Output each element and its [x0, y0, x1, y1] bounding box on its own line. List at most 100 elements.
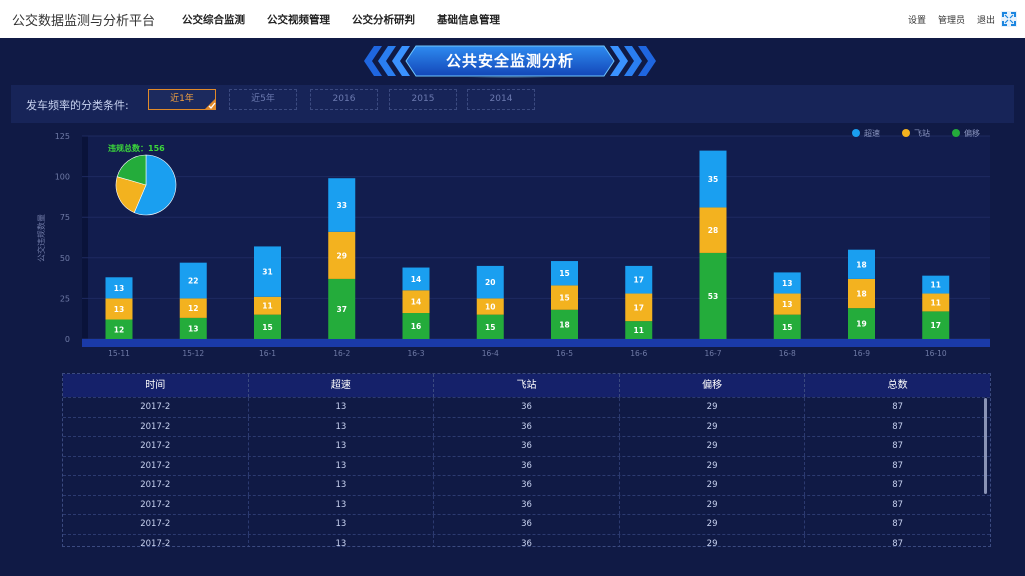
table-cell: 87 [805, 496, 990, 515]
table-cell: 2017-2 [63, 437, 249, 456]
table-cell: 2017-2 [63, 535, 249, 548]
logout-link[interactable]: 退出 [977, 13, 995, 26]
table-cell: 2017-2 [63, 496, 249, 515]
app-title: 公交数据监测与分析平台 [12, 10, 182, 29]
admin-link[interactable]: 管理员 [938, 13, 965, 26]
table-cell: 2017-2 [63, 398, 249, 417]
bar-value-label: 15 [782, 323, 792, 332]
table-cell: 87 [805, 515, 990, 534]
bar-value-label: 18 [856, 260, 866, 269]
nav-comprehensive-monitoring[interactable]: 公交综合监测 [182, 12, 245, 27]
table-row[interactable]: 2017-2 13 36 29 87 [63, 417, 990, 437]
bar-value-label: 15 [559, 294, 569, 303]
bar-value-label: 20 [485, 278, 495, 287]
table-cell: 13 [249, 398, 435, 417]
table-cell: 13 [249, 535, 435, 548]
bar-value-label: 16 [411, 322, 421, 331]
legend-dot [902, 129, 910, 137]
y-axis-title: 公交违规数量 [36, 214, 46, 262]
x-tick-label: 16-10 [925, 349, 947, 358]
bar-value-label: 35 [708, 175, 718, 184]
table-scrollbar[interactable] [984, 398, 987, 494]
bar-value-label: 17 [931, 321, 941, 330]
settings-link[interactable]: 设置 [908, 13, 926, 26]
bar-value-label: 28 [708, 226, 718, 235]
table-row[interactable]: 2017-2 13 36 29 87 [63, 514, 990, 534]
bar-value-label: 15 [262, 323, 272, 332]
x-tick-label: 16-1 [259, 349, 276, 358]
table-cell: 36 [434, 418, 620, 437]
bar-value-label: 13 [782, 300, 792, 309]
x-tick-label: 15-12 [182, 349, 204, 358]
table-cell: 87 [805, 457, 990, 476]
table-row[interactable]: 2017-2 13 36 29 87 [63, 534, 990, 548]
y-tick-label: 0 [65, 335, 70, 344]
col-deviation: 偏移 [620, 374, 806, 397]
table-row[interactable]: 2017-2 13 36 29 87 [63, 495, 990, 515]
header-actions: 设置 管理员 退出 [896, 0, 1017, 38]
bar-value-label: 11 [634, 326, 644, 335]
filter-bar: 发车频率的分类条件: 近1年 近5年 2016 2015 2014 [11, 85, 1014, 123]
filter-option-2014[interactable]: 2014 [467, 89, 535, 110]
y-tick-label: 50 [60, 254, 70, 263]
bar-value-label: 31 [262, 268, 272, 277]
x-tick-label: 16-8 [779, 349, 796, 358]
table-cell: 2017-2 [63, 476, 249, 495]
filter-option-2016[interactable]: 2016 [310, 89, 378, 110]
y-tick-label: 100 [55, 173, 70, 182]
bar-value-label: 19 [856, 320, 866, 329]
x-tick-label: 16-2 [333, 349, 350, 358]
filter-option-label: 近1年 [170, 94, 194, 104]
bar-value-label: 13 [114, 284, 124, 293]
table-cell: 13 [249, 496, 435, 515]
main-nav: 公交综合监测 公交视频管理 公交分析研判 基础信息管理 [182, 12, 522, 27]
bar-value-label: 18 [856, 290, 866, 299]
x-tick-label: 16-3 [407, 349, 424, 358]
table-cell: 13 [249, 418, 435, 437]
col-speeding: 超速 [249, 374, 435, 397]
banner-title: 公共安全监测分析 [364, 44, 656, 78]
table-cell: 29 [620, 515, 806, 534]
table-row[interactable]: 2017-2 13 36 29 87 [63, 475, 990, 495]
nav-video-management[interactable]: 公交视频管理 [267, 12, 330, 27]
bar-value-label: 14 [411, 275, 421, 284]
legend-label: 超速 [864, 128, 880, 138]
table-cell: 29 [620, 535, 806, 548]
bar-value-label: 13 [114, 305, 124, 314]
top-header: 公交数据监测与分析平台 公交综合监测 公交视频管理 公交分析研判 基础信息管理 … [0, 0, 1025, 38]
table-cell: 87 [805, 535, 990, 548]
legend-dot [952, 129, 960, 137]
bar-value-label: 12 [188, 304, 198, 313]
col-skip-stop: 飞站 [434, 374, 620, 397]
stacked-bar-chart: 0 25 50 75 100 125 公交违规数量 12 13 13 15-11 13 12 22 15-1… [0, 128, 1025, 364]
section-banner: 公共安全监测分析 [364, 44, 656, 78]
table-cell: 13 [249, 515, 435, 534]
chart-floor [82, 339, 990, 347]
col-total: 总数 [805, 374, 990, 397]
y-tick-label: 75 [60, 213, 70, 222]
bar-value-label: 13 [782, 279, 792, 288]
fullscreen-icon[interactable] [1001, 11, 1017, 27]
table-row[interactable]: 2017-2 13 36 29 87 [63, 436, 990, 456]
table-cell: 29 [620, 496, 806, 515]
filter-option-last-1-year[interactable]: 近1年 [148, 89, 216, 110]
bar-value-label: 29 [337, 251, 347, 260]
table-header: 时间 超速 飞站 偏移 总数 [63, 374, 990, 397]
filter-option-2015[interactable]: 2015 [389, 89, 457, 110]
bar-value-label: 11 [931, 281, 941, 290]
bar-value-label: 17 [634, 303, 644, 312]
table-cell: 29 [620, 398, 806, 417]
x-tick-label: 16-5 [556, 349, 573, 358]
x-tick-label: 15-11 [108, 349, 130, 358]
table-cell: 36 [434, 457, 620, 476]
table-row[interactable]: 2017-2 13 36 29 87 [63, 456, 990, 476]
bar-value-label: 13 [188, 324, 198, 333]
table-row[interactable]: 2017-2 13 36 29 87 [63, 397, 990, 417]
table-cell: 29 [620, 418, 806, 437]
filter-option-last-5-years[interactable]: 近5年 [229, 89, 297, 110]
nav-basic-info[interactable]: 基础信息管理 [437, 12, 500, 27]
nav-analysis[interactable]: 公交分析研判 [352, 12, 415, 27]
bar-value-label: 11 [262, 302, 272, 311]
table-cell: 36 [434, 476, 620, 495]
table-cell: 2017-2 [63, 515, 249, 534]
